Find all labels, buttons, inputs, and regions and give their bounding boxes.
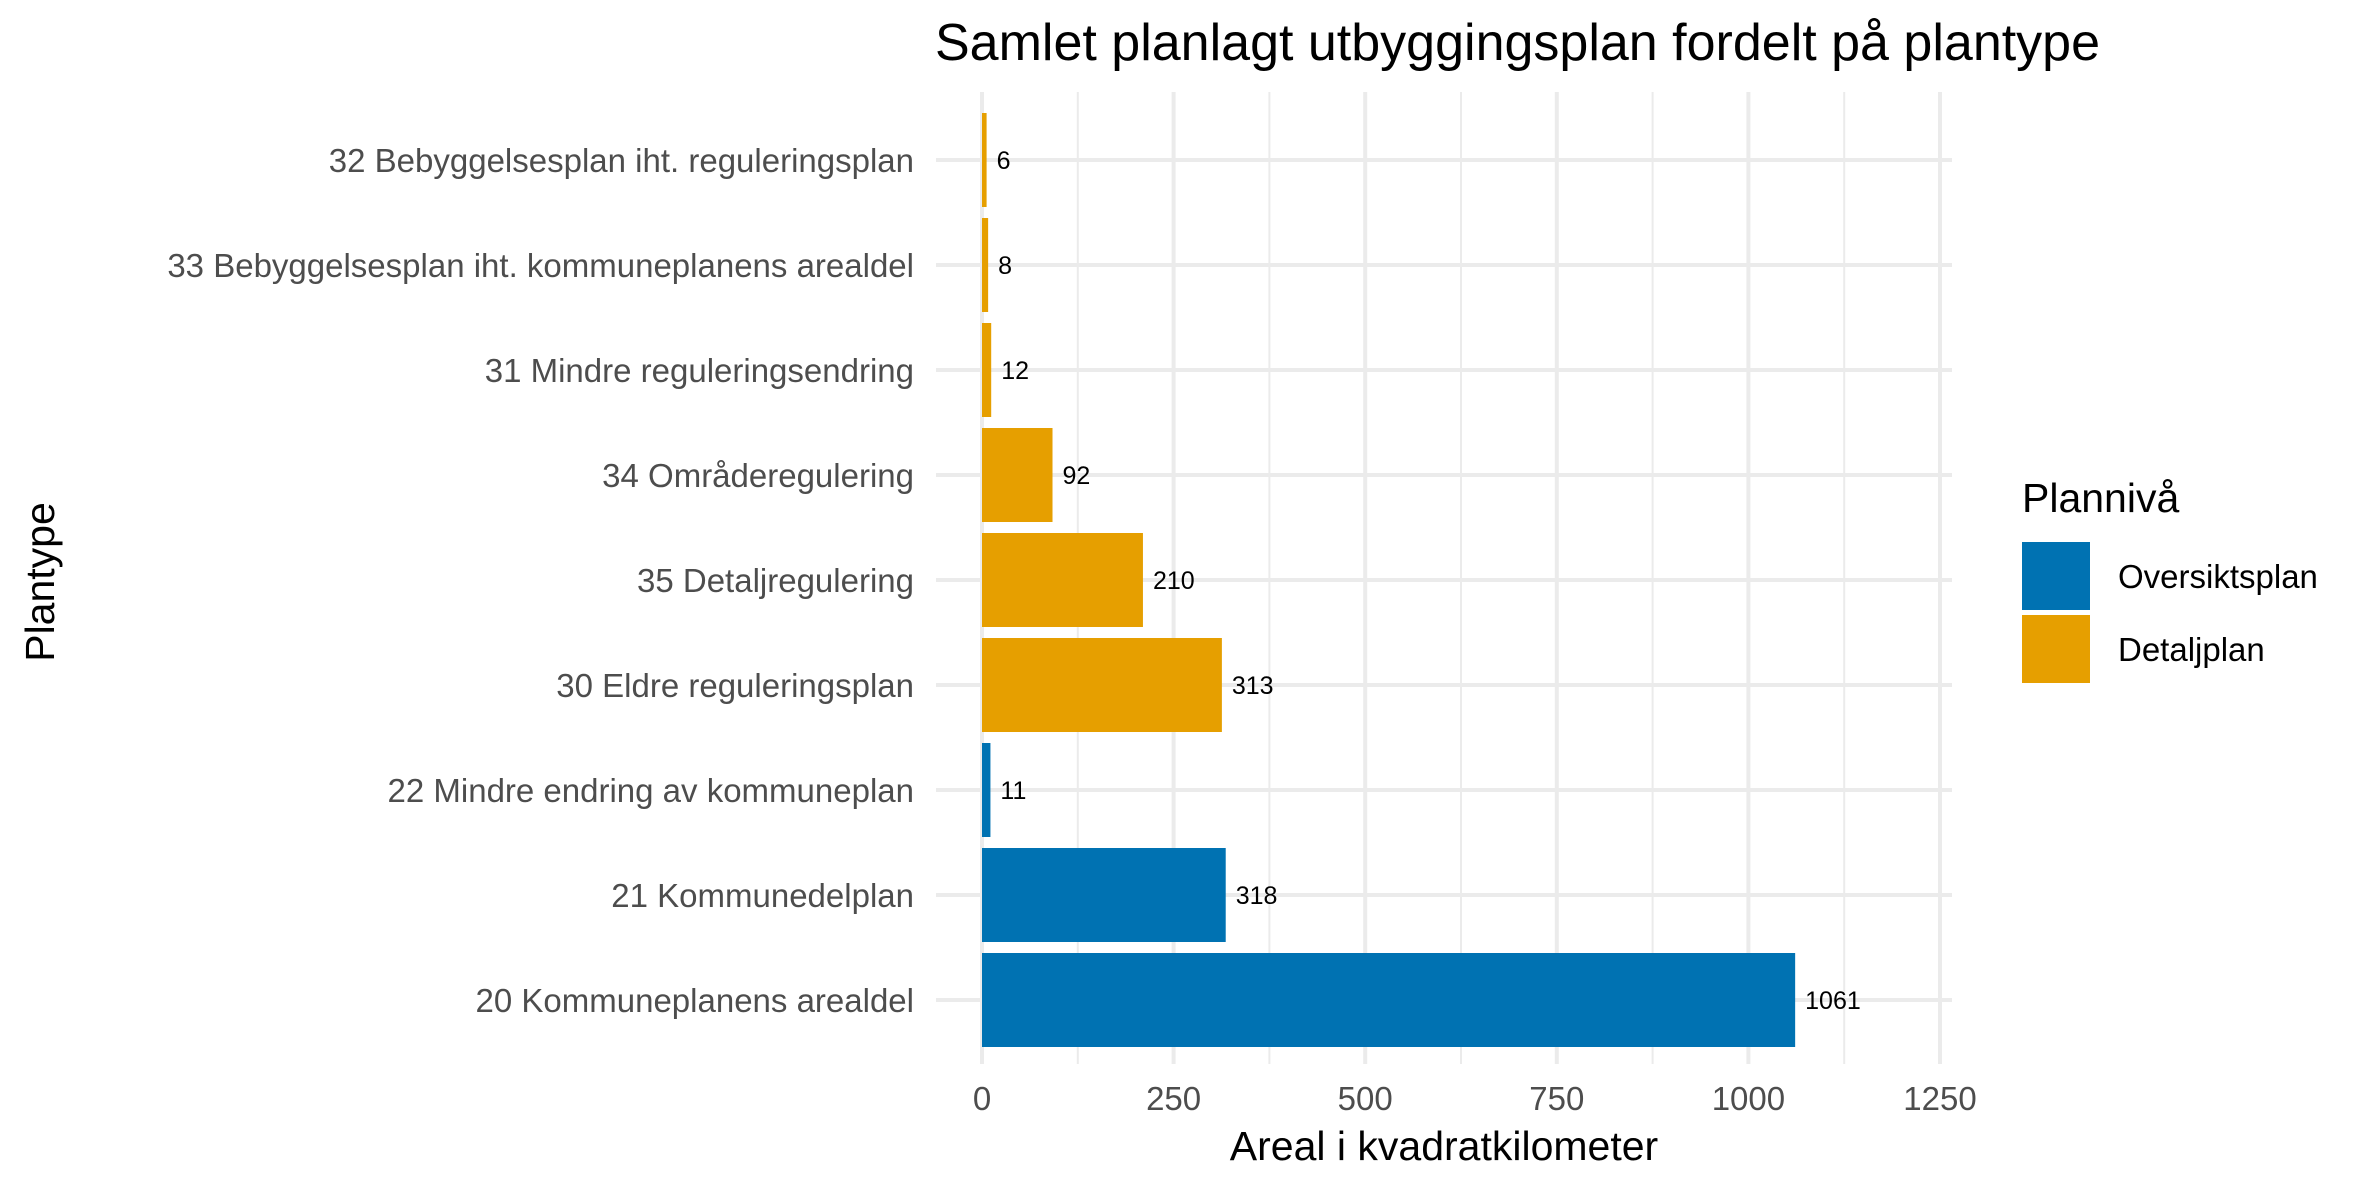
legend-swatch (2022, 615, 2090, 683)
y-tick-label: 35 Detaljregulering (637, 562, 914, 599)
legend: Plannivå Oversiktsplan Detaljplan (2022, 475, 2318, 683)
bar (982, 113, 987, 207)
bar (982, 323, 992, 417)
bar-layer (982, 113, 1796, 1047)
data-label: 313 (1232, 672, 1274, 700)
legend-label: Detaljplan (2118, 631, 2265, 668)
y-tick-label: 34 Områderegulering (602, 457, 914, 494)
y-tick-label: 22 Mindre endring av kommuneplan (388, 772, 914, 809)
bar (982, 953, 1796, 1047)
x-tick-label: 500 (1338, 1080, 1393, 1117)
legend-swatch (2022, 542, 2090, 610)
bar (982, 533, 1143, 627)
bar (982, 638, 1222, 732)
y-axis-title: Plantype (17, 502, 63, 662)
x-tick-label: 750 (1529, 1080, 1584, 1117)
y-tick-label: 20 Kommuneplanens arealdel (476, 982, 914, 1019)
x-axis-title: Areal i kvadratkilometer (1230, 1123, 1658, 1169)
y-tick-label: 21 Kommunedelplan (611, 877, 914, 914)
y-tick-label: 32 Bebyggelsesplan iht. reguleringsplan (329, 142, 914, 179)
x-tick-label: 0 (973, 1080, 991, 1117)
data-label: 210 (1153, 567, 1195, 595)
data-label: 8 (998, 252, 1012, 280)
x-tick-label: 1000 (1712, 1080, 1785, 1117)
x-tick-label: 250 (1146, 1080, 1201, 1117)
bar (982, 743, 991, 837)
bar (982, 218, 989, 312)
legend-label: Oversiktsplan (2118, 558, 2318, 595)
label-layer: 0 250 500 750 1000 1250 32 Bebyggelsesplan iht… (167, 142, 1976, 1117)
y-tick-label: 33 Bebyggelsesplan iht. kommuneplanens a… (167, 247, 914, 284)
bar (982, 848, 1226, 942)
y-tick-label: 31 Mindre reguleringsendring (485, 352, 914, 389)
legend-title: Plannivå (2022, 475, 2179, 521)
bar (982, 428, 1053, 522)
data-label: 92 (1063, 462, 1091, 490)
chart-title: Samlet planlagt utbyggingsplan fordelt p… (935, 14, 2100, 72)
data-label: 6 (997, 147, 1011, 175)
data-label: 12 (1001, 357, 1029, 385)
legend-entries: Oversiktsplan Detaljplan (2022, 542, 2318, 683)
data-label: 11 (1000, 777, 1026, 805)
x-tick-label: 1250 (1903, 1080, 1976, 1117)
y-tick-label: 30 Eldre reguleringsplan (556, 667, 914, 704)
data-label: 318 (1236, 882, 1278, 910)
data-label: 1061 (1805, 987, 1861, 1015)
